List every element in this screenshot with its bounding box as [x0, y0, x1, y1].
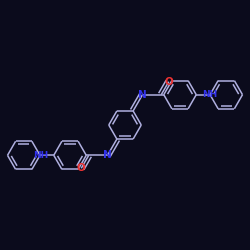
Text: N: N	[103, 150, 112, 160]
Text: NH: NH	[202, 90, 217, 99]
Text: O: O	[164, 77, 173, 87]
Text: O: O	[77, 163, 86, 173]
Text: NH: NH	[33, 151, 48, 160]
Text: N: N	[138, 90, 147, 100]
